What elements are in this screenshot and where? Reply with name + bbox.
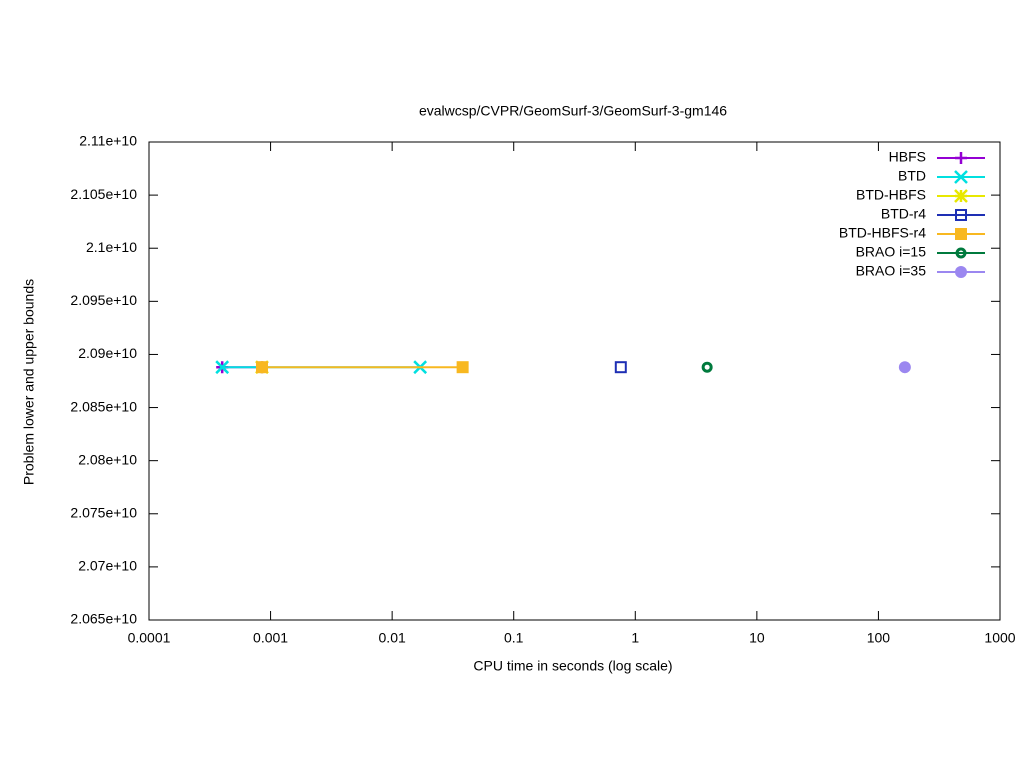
y-tick-label: 2.105e+10 <box>70 186 137 202</box>
x-tick-label: 0.001 <box>253 630 288 646</box>
x-axis-label: CPU time in seconds (log scale) <box>473 658 672 674</box>
legend-marker <box>955 266 967 278</box>
marker <box>898 361 911 374</box>
legend-label: BTD-HBFS <box>856 187 926 203</box>
y-axis-label: Problem lower and upper bounds <box>21 279 37 485</box>
legend-marker <box>954 170 968 184</box>
legend-label: BTD-r4 <box>881 206 926 222</box>
marker <box>215 360 230 375</box>
legend-label: BTD-HBFS-r4 <box>839 225 926 241</box>
y-tick-label: 2.095e+10 <box>70 292 137 308</box>
x-tick-label: 100 <box>867 630 891 646</box>
plot-frame <box>148 141 1001 621</box>
y-tick-label: 2.07e+10 <box>78 558 137 574</box>
legend-marker <box>954 189 968 203</box>
legend-marker <box>955 152 967 164</box>
legend-label: HBFS <box>889 149 926 165</box>
legend-marker <box>955 209 967 221</box>
marker <box>255 361 268 374</box>
y-tick-label: 2.065e+10 <box>70 611 137 627</box>
x-tick-label: 0.0001 <box>128 630 171 646</box>
legend-label: BTD <box>898 168 926 184</box>
legend-label: BRAO i=35 <box>856 263 927 279</box>
y-tick-label: 2.085e+10 <box>70 398 137 414</box>
x-tick-label: 1 <box>631 630 639 646</box>
x-tick-label: 1000 <box>984 630 1015 646</box>
marker <box>701 361 713 373</box>
legend-marker <box>955 247 967 259</box>
x-tick-label: 10 <box>749 630 765 646</box>
marker <box>614 361 627 374</box>
y-tick-label: 2.11e+10 <box>79 133 137 149</box>
chart-title: evalwcsp/CVPR/GeomSurf-3/GeomSurf-3-gm14… <box>419 103 727 119</box>
x-tick-label: 0.01 <box>379 630 406 646</box>
y-tick-label: 2.08e+10 <box>78 451 137 467</box>
legend-marker <box>955 228 967 240</box>
legend-label: BRAO i=15 <box>856 244 927 260</box>
y-tick-label: 2.09e+10 <box>78 345 137 361</box>
marker <box>456 361 469 374</box>
y-tick-label: 2.075e+10 <box>70 504 137 520</box>
x-tick-label: 0.1 <box>504 630 524 646</box>
y-tick-label: 2.1e+10 <box>86 239 137 255</box>
